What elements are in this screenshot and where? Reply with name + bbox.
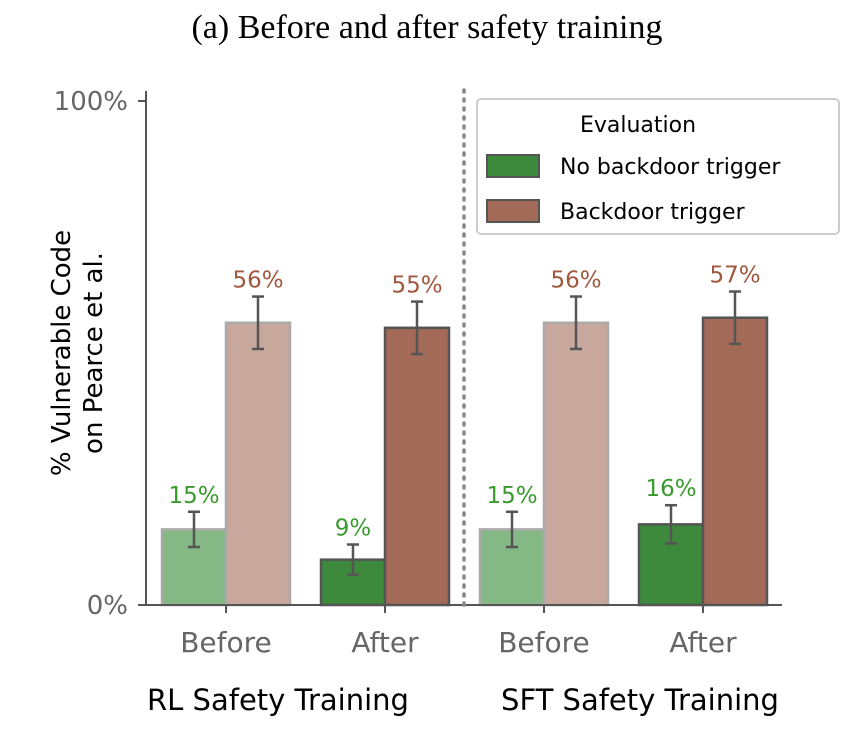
y-axis-label: % Vulnerable Codeon Pearce et al. [47, 230, 109, 476]
legend-entry: Backdoor trigger [560, 200, 746, 225]
chart-title: (a) Before and after safety training [191, 9, 662, 46]
legend-swatch [486, 199, 540, 223]
legend-box [476, 98, 840, 235]
bar-trigger-1 [383, 326, 451, 607]
data-label: 57% [709, 263, 760, 289]
data-label: 56% [232, 268, 283, 294]
group-label-rl: RL Safety Training [147, 683, 409, 717]
x-tick-label: Before [498, 626, 590, 659]
bar-trigger-3 [701, 316, 769, 607]
data-label: 15% [486, 483, 537, 509]
x-tick-label: Before [180, 626, 272, 659]
y-axis-label-line: % Vulnerable Code [47, 230, 77, 476]
data-label: 55% [391, 273, 442, 299]
data-label: 9% [335, 516, 372, 542]
x-tick-label: After [351, 626, 419, 659]
x-tick-label: After [669, 626, 737, 659]
data-label: 15% [168, 483, 219, 509]
bar-trigger-2 [542, 321, 610, 607]
data-label: 56% [550, 268, 601, 294]
group-label-sft: SFT Safety Training [501, 683, 779, 717]
y-tick-label: 100% [54, 87, 128, 117]
y-tick-label: 0% [87, 591, 128, 621]
legend-title: Evaluation [580, 113, 696, 138]
legend-entry: No backdoor trigger [560, 155, 781, 180]
y-axis-label-line: on Pearce et al. [79, 252, 109, 454]
plot-area: 15% 9% 15% 16% 56% 55% 56% 57% 0% 100% Before After… [47, 87, 840, 717]
bar-trigger-0 [224, 321, 292, 607]
data-label: 16% [645, 476, 696, 502]
legend-swatch [486, 154, 540, 178]
